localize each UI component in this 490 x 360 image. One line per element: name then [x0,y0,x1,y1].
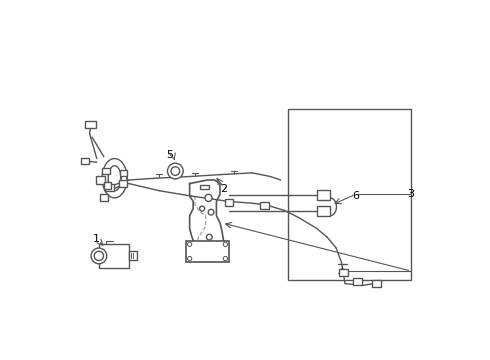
Bar [103,182,111,189]
Bar [260,202,269,209]
Bar [119,180,127,187]
Circle shape [206,234,212,240]
Bar [99,194,108,202]
Bar [317,206,330,216]
Bar [96,176,104,184]
Circle shape [208,209,214,215]
Bar [120,170,127,176]
Text: 2: 2 [220,184,227,194]
Bar [85,121,97,128]
Bar [129,251,137,260]
Text: 5: 5 [167,150,173,160]
Bar [372,280,381,287]
Text: 3: 3 [408,189,415,199]
Circle shape [199,206,205,211]
Text: 4: 4 [338,268,345,278]
Bar [81,158,89,164]
Bar [186,241,229,262]
Text: 6: 6 [352,191,359,201]
Circle shape [223,256,227,261]
Circle shape [171,167,180,175]
Bar [200,185,209,189]
Bar [98,244,129,267]
Circle shape [188,242,192,247]
Bar [102,168,110,174]
Bar [339,269,348,276]
Bar [224,199,233,206]
Text: 1: 1 [93,234,100,244]
Circle shape [168,163,183,179]
Bar [353,278,362,285]
Circle shape [94,251,103,261]
Circle shape [91,248,107,264]
Bar [317,190,330,200]
Circle shape [188,256,192,261]
Bar [288,109,411,280]
Bar [105,184,114,191]
Circle shape [223,242,227,247]
Circle shape [205,194,212,202]
